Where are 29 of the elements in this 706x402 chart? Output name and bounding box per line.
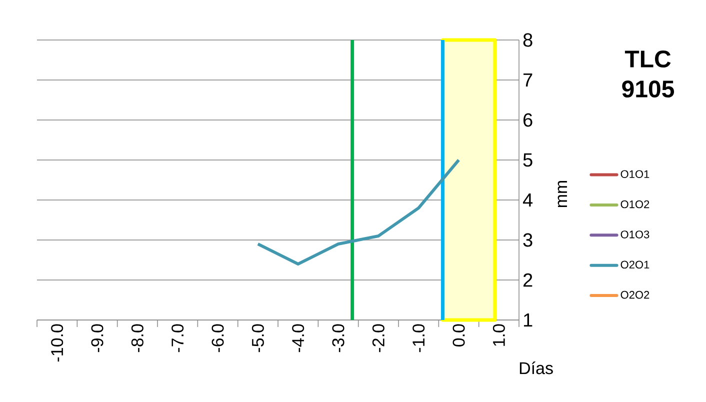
x-tick-label: 0.0 [452,324,465,347]
x-tick-label: -6.0 [212,324,224,352]
x-tick-label: -5.0 [252,324,264,352]
legend-label: O2O2 [620,290,650,299]
line-series [256,158,460,266]
y-axis-title: mm [558,180,567,208]
x-tick-label: -4.0 [292,324,304,352]
y-tick-label: 6 [523,113,532,127]
y-tick-label: 5 [523,153,532,167]
y-tick-label: 2 [523,273,532,287]
x-tick-label: -3.0 [332,324,344,352]
y-tick-label: 4 [522,193,533,207]
legend-label: O2O1 [620,260,650,269]
legend-label: O1O3 [620,230,650,238]
x-tick-label: -1.0 [412,324,425,352]
x-tick-label: -10.0 [51,324,64,362]
x-tick-label: -8.0 [131,324,144,352]
legend-label: O1O2 [620,200,650,208]
x-tick-label: -7.0 [172,324,184,352]
x-tick-label: -9.0 [91,324,104,352]
x-tick-label: 1.0 [492,324,505,346]
y-tick-label: 1 [524,313,532,327]
x-tick-label: -2.0 [372,324,384,352]
y-tick-label: 3 [523,233,532,247]
y-tick-label: 7 [524,73,532,87]
x-axis-title: Días [520,362,553,374]
legend-label: O1O1 [620,170,650,178]
y-tick-label: 8 [523,33,532,47]
text: TLC 9105 [622,50,674,98]
